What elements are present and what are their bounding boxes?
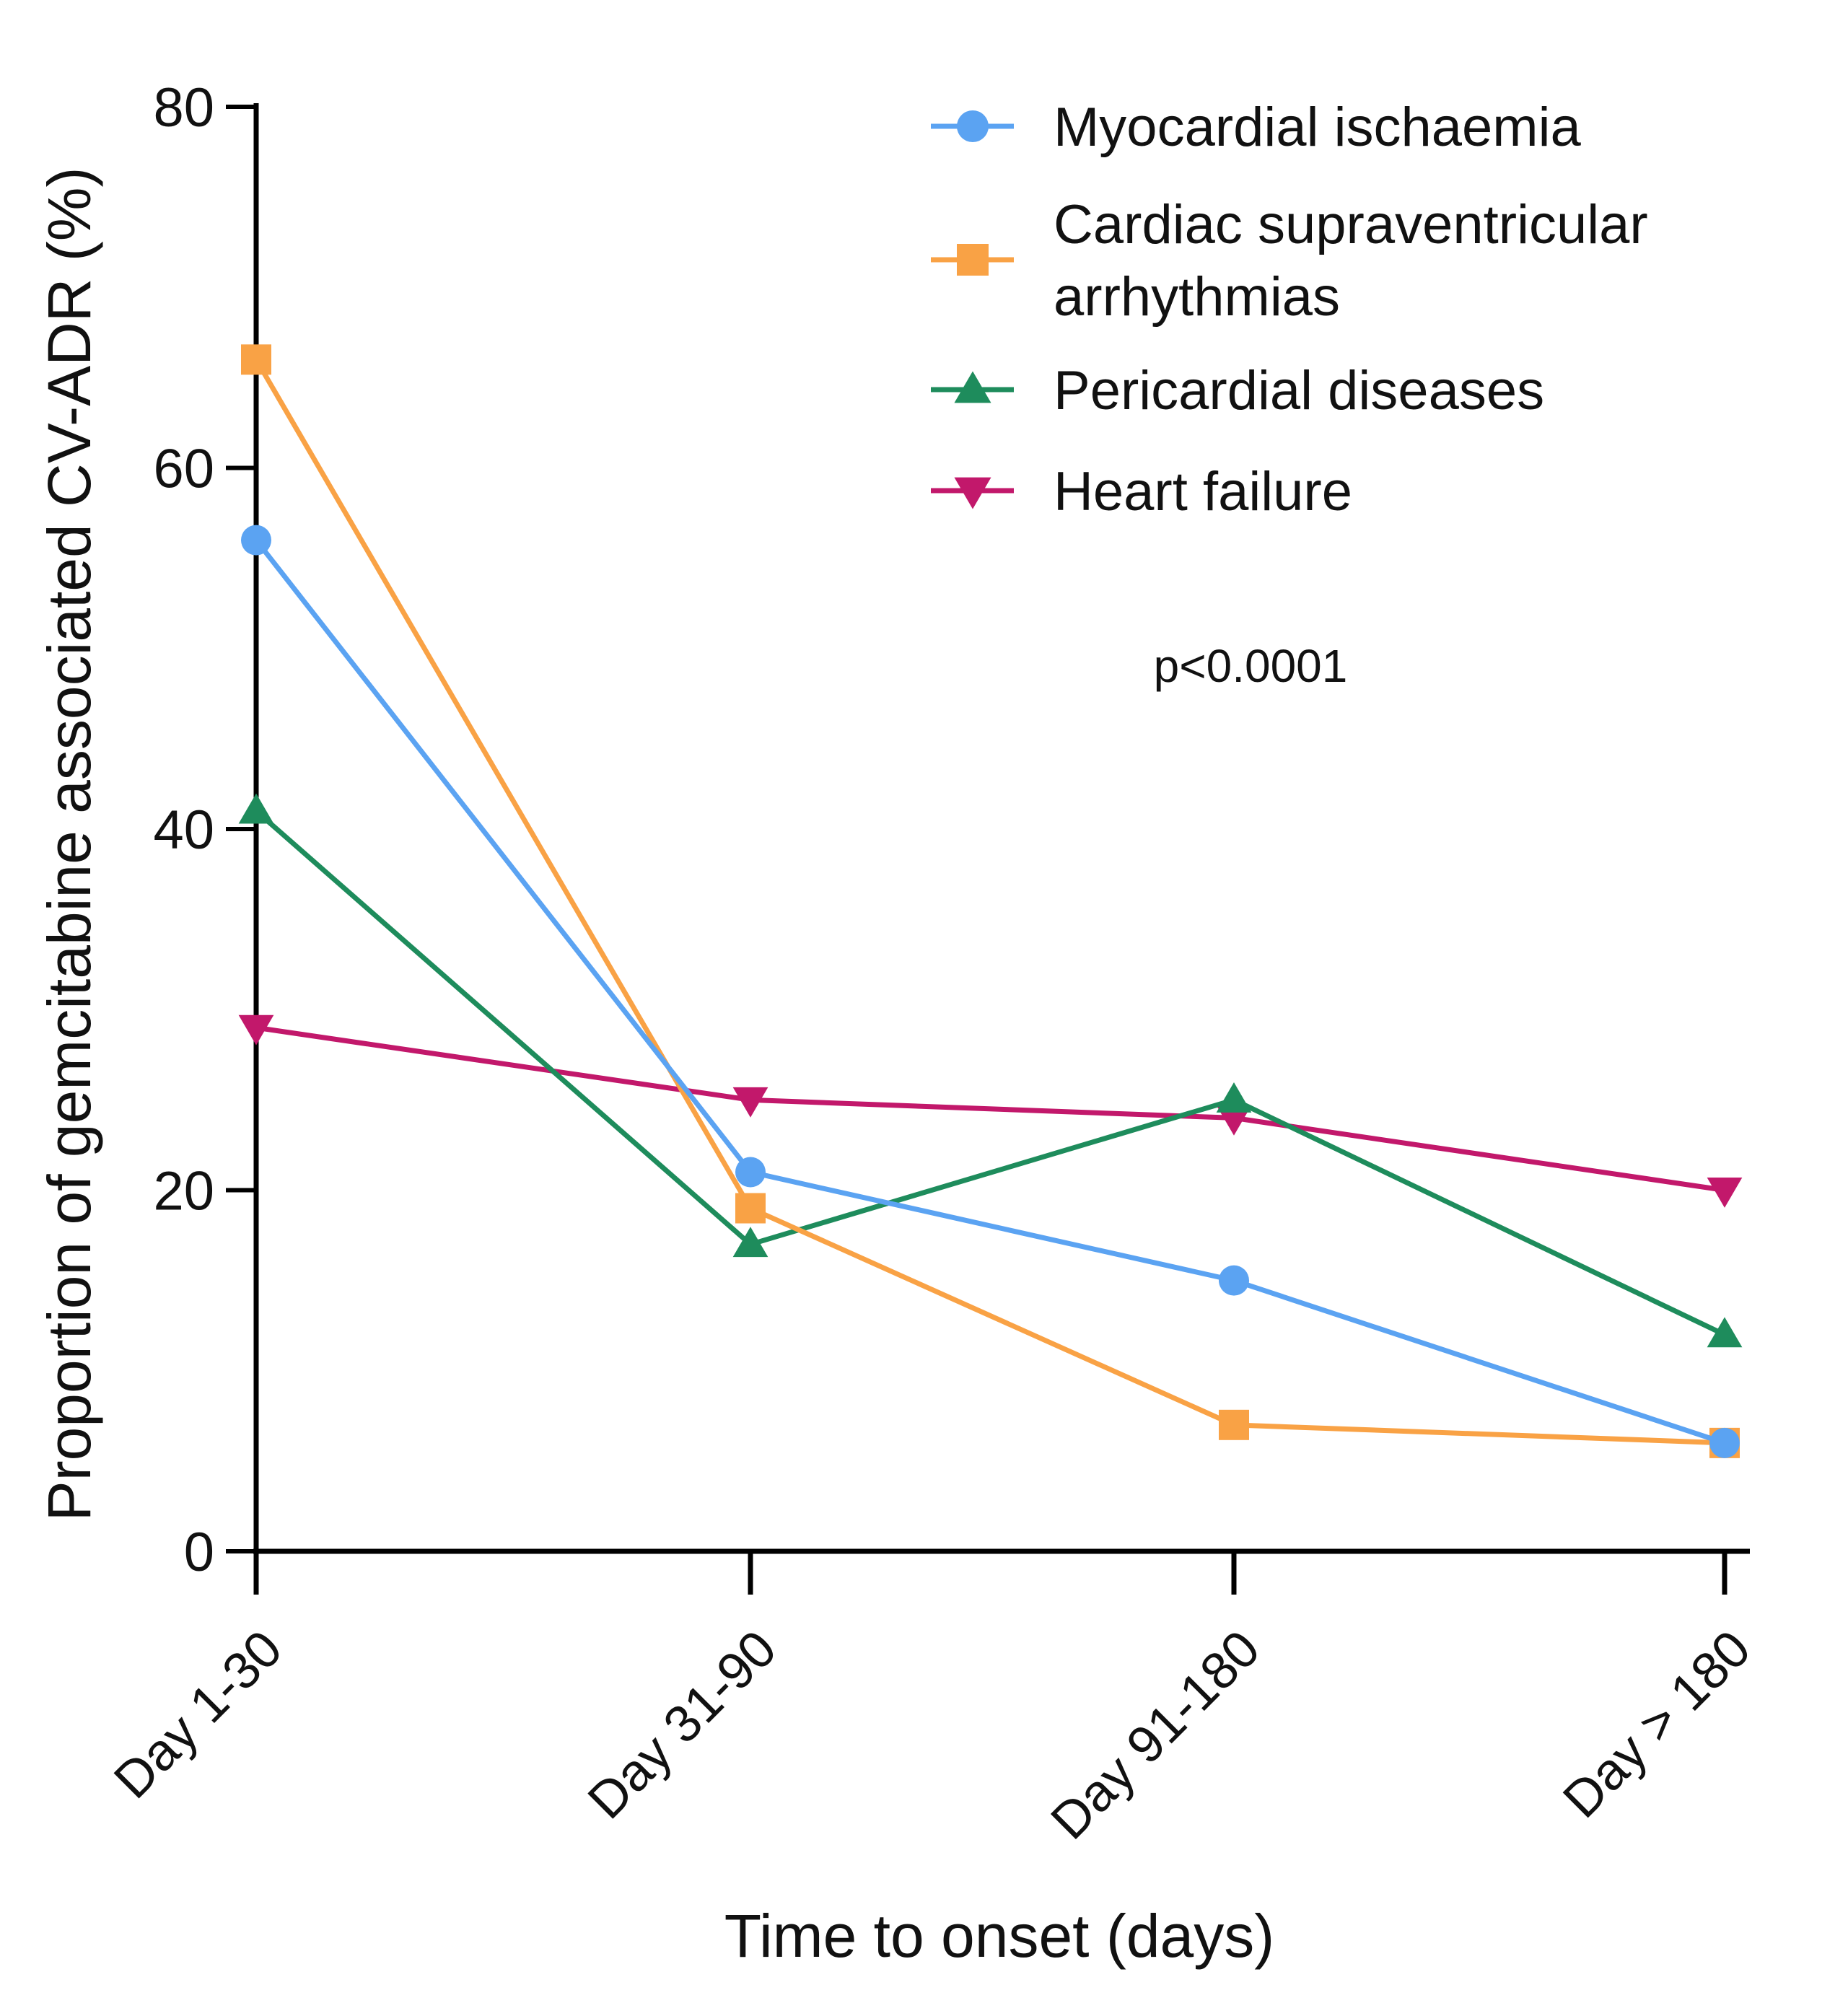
legend-item-cardiac-supraventricular-arrhythmias: Cardiac supraventricular arrhythmias [931,194,1648,328]
series-cardiac-supraventricular-arrhythmias [241,344,1740,1458]
point-cardiac-supraventricular-arrhythmias-day-91-180 [1219,1409,1249,1440]
series-line-myocardial-ischaemia [254,538,1726,1446]
series-heart-failure [238,1014,1743,1208]
point-pericardial-diseases-day-1-30 [238,793,274,824]
legend: Myocardial ischaemia Cardiac supraventric… [931,97,1648,522]
point-myocardial-ischaemia-day-180 [1709,1427,1740,1458]
y-tick-label-20: 20 [153,1161,214,1222]
point-heart-failure-day-31-90 [732,1087,768,1118]
point-myocardial-ischaemia-day-1-30 [241,525,271,556]
y-tick-label-40: 40 [153,799,214,861]
point-pericardial-diseases-day-91-180 [1216,1082,1252,1113]
y-axis-title: Proportion of gemcitabine associated CV-… [35,167,103,1522]
legend-marker-heart-failure [954,477,991,509]
axes: 0 20 40 60 80 Day 1-30 Day 31-90 Day 91-180 Day … [103,77,1761,1851]
legend-label-pericardial-diseases: Pericardial diseases [1054,360,1544,421]
legend-marker-cardiac-supraventricular-arrhythmias [957,244,989,276]
p-value-annotation: p<0.0001 [1154,640,1348,692]
point-cardiac-supraventricular-arrhythmias-day-1-30 [241,344,271,375]
legend-label-myocardial-ischaemia: Myocardial ischaemia [1054,97,1581,158]
series-myocardial-ischaemia [241,525,1740,1458]
series-line-heart-failure [255,1025,1725,1193]
legend-label-cardiac-supraventricular-arrhythmias-line-1: Cardiac supraventricular [1054,194,1648,255]
series-line-cardiac-supraventricular-arrhythmias [253,358,1725,1446]
legend-label-cardiac-supraventricular-arrhythmias-line-2: arrhythmias [1054,266,1340,328]
legend-item-heart-failure: Heart failure [931,461,1352,522]
x-tick-label-day-31-90: Day 31-90 [577,1620,787,1830]
point-cardiac-supraventricular-arrhythmias-day-31-90 [735,1193,766,1224]
legend-marker-pericardial-diseases [954,371,991,403]
legend-label-heart-failure: Heart failure [1054,461,1352,522]
legend-marker-myocardial-ischaemia [957,110,989,142]
x-tick-label-day-180: Day > 180 [1552,1620,1761,1829]
series-line-pericardial-diseases [254,809,1726,1337]
series-pericardial-diseases [238,793,1743,1348]
x-tick-label-day-1-30: Day 1-30 [103,1620,293,1810]
point-pericardial-diseases-day-31-90 [732,1227,768,1258]
point-pericardial-diseases-day-180 [1707,1317,1743,1348]
point-heart-failure-day-1-30 [238,1014,274,1046]
legend-item-myocardial-ischaemia: Myocardial ischaemia [931,97,1581,158]
x-axis-title: Time to onset (days) [724,1902,1274,1970]
x-tick-label-day-91-180: Day 91-180 [1041,1620,1271,1851]
y-tick-label-60: 60 [153,439,214,500]
point-myocardial-ischaemia-day-91-180 [1219,1265,1249,1296]
y-tick-label-80: 80 [153,77,214,139]
series-lines [238,344,1743,1458]
point-heart-failure-day-180 [1707,1177,1743,1208]
point-myocardial-ischaemia-day-31-90 [735,1157,766,1188]
legend-item-pericardial-diseases: Pericardial diseases [931,360,1544,421]
point-heart-failure-day-91-180 [1216,1105,1252,1136]
y-tick-label-0: 0 [184,1522,214,1583]
